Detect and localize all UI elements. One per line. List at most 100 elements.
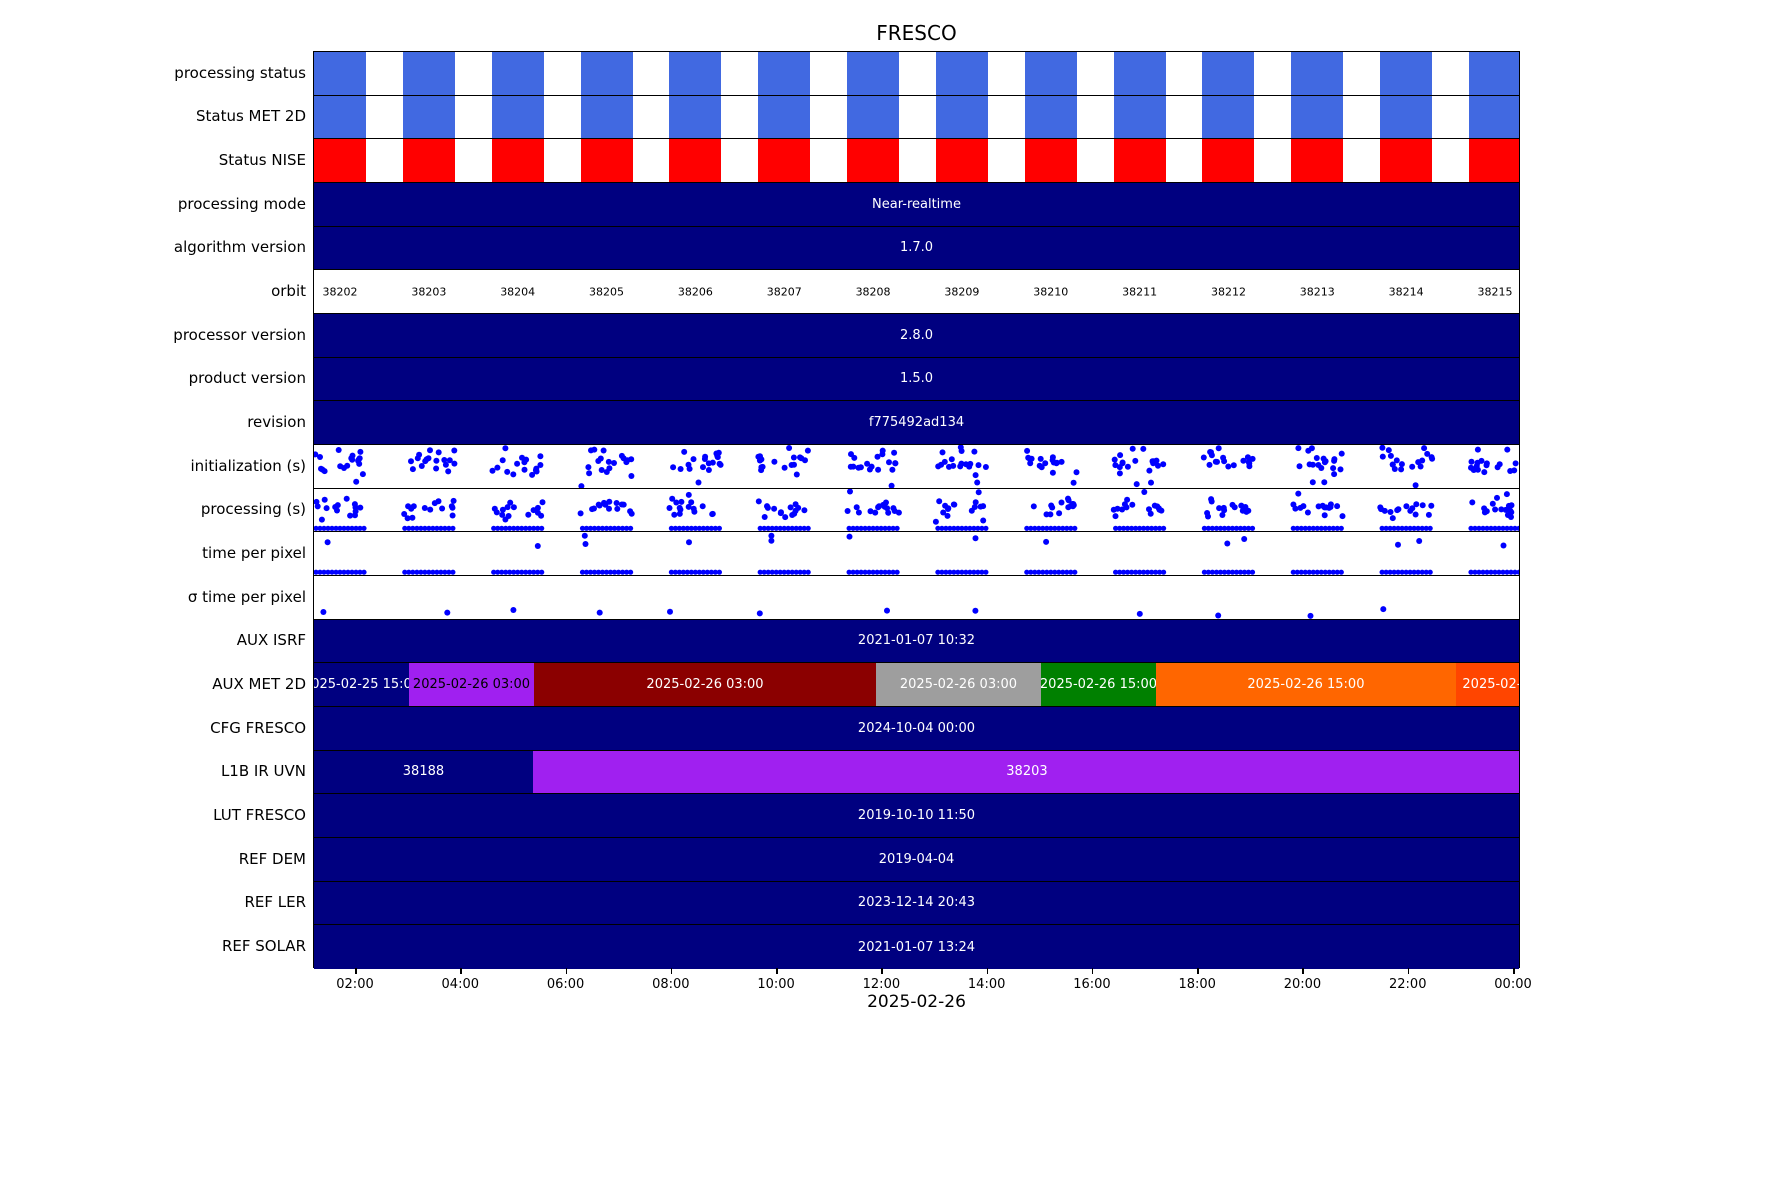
scatter-dot (1337, 466, 1344, 473)
scatter-dot (892, 460, 899, 467)
scatter-dot (782, 513, 789, 520)
scatter-dot (1043, 511, 1050, 518)
scatter-dot (1310, 525, 1316, 531)
scatter-dot (1042, 460, 1049, 467)
scatter-dot (983, 525, 989, 531)
scatter-dot (1411, 525, 1417, 531)
scatter-dot (1064, 569, 1070, 575)
scatter-dot (1407, 525, 1413, 531)
status-met-2d-block (491, 95, 544, 139)
scatter-dot (1387, 525, 1393, 531)
scatter-dot (1516, 569, 1519, 575)
x-tick (1513, 968, 1515, 974)
scatter-dot (947, 569, 953, 575)
scatter-dot (1249, 525, 1256, 531)
scatter-dot (1427, 525, 1433, 531)
x-tick (1091, 968, 1094, 974)
scatter-dot (786, 445, 793, 451)
scatter-dot (1505, 502, 1512, 509)
scatter-dot (430, 569, 436, 575)
scatter-dot (700, 525, 706, 531)
scatter-dot (761, 513, 768, 520)
scatter-dot (495, 569, 501, 575)
scatter-dot (950, 501, 957, 508)
scatter-dot (684, 569, 690, 575)
scatter-dot (1427, 569, 1433, 575)
scatter-dot (359, 471, 366, 478)
scatter-dot (1379, 525, 1385, 531)
scatter-dot (598, 467, 605, 473)
scatter-dot (603, 569, 610, 575)
scatter-dot (351, 500, 358, 507)
orbit-number: 38209 (944, 285, 980, 299)
scatter-dot (1060, 525, 1066, 531)
scatter-dot (1290, 525, 1296, 531)
scatter-dot (670, 464, 677, 471)
x-tick-label: 06:00 (546, 977, 585, 992)
scatter-dot (1149, 525, 1155, 531)
x-tick-label: 02:00 (336, 977, 374, 992)
scatter-dot (1306, 525, 1312, 531)
scatter-dot (1137, 569, 1143, 575)
scatter-dot (1419, 525, 1425, 531)
scatter-dot (1058, 499, 1065, 506)
scatter-dot (1496, 569, 1502, 575)
orbit-number: 38212 (1210, 285, 1246, 299)
scatter-dot (1064, 525, 1070, 531)
scatter-dot (872, 509, 879, 516)
scatter-dot (1052, 525, 1058, 531)
scatter-dot (1024, 569, 1030, 575)
scatter-dot (1148, 479, 1154, 486)
scatter-dot (1111, 456, 1118, 463)
scatter-dot (422, 525, 428, 531)
scatter-dot (450, 497, 457, 504)
scatter-dot (696, 569, 702, 575)
scatter-dot (515, 525, 521, 531)
scatter-dot (1044, 525, 1050, 531)
scatter-dot (539, 525, 545, 531)
row-label-l1b-ir-uvn: L1B IR UVN (220, 762, 306, 781)
scatter-dot (601, 499, 607, 506)
scatter-dot (1145, 569, 1151, 575)
scatter-dot (875, 466, 882, 473)
scatter-dot (357, 525, 363, 531)
scatter-dot (972, 498, 979, 505)
scatter-dot (1322, 569, 1328, 575)
scatter-dot (519, 569, 525, 575)
scatter-dot (1112, 512, 1119, 519)
scatter-dot (537, 462, 544, 468)
scatter-dot (1155, 462, 1161, 469)
scatter-dot (850, 569, 856, 575)
row-label-revision: revision (247, 413, 306, 432)
scatter-dot (334, 501, 341, 508)
scatter-dot (801, 525, 807, 531)
scatter-dot (1306, 569, 1312, 575)
scatter-dot (1290, 569, 1296, 575)
scatter-dot (700, 464, 706, 471)
scatter-dot (1065, 496, 1072, 503)
x-axis-date-label: 2025-02-26 (867, 992, 966, 1012)
scatter-dot (1028, 525, 1034, 531)
scatter-dot (525, 511, 532, 518)
row-label-initialization: initialization (s) (190, 456, 306, 475)
scatter-dot (1330, 569, 1336, 575)
scatter-dot (357, 504, 364, 511)
scatter-dot (583, 525, 590, 531)
row-processing-mode: Near-realtime (314, 183, 1519, 227)
scatter-dot (1511, 467, 1518, 474)
scatter-dot (1309, 479, 1316, 486)
row-initialization (314, 445, 1519, 489)
scatter-dot (891, 449, 898, 456)
status-nise-block (1468, 139, 1519, 182)
processing-status-block (402, 52, 455, 95)
scatter-dot (1330, 525, 1336, 531)
scatter-dot (1488, 569, 1494, 575)
scatter-dot (874, 569, 880, 575)
scatter-dot (409, 466, 416, 473)
scatter-dot (314, 569, 319, 575)
scatter-dot (1504, 569, 1510, 575)
scatter-dot (408, 505, 415, 512)
scatter-dot (971, 448, 978, 455)
scatter-dot (1241, 536, 1248, 543)
